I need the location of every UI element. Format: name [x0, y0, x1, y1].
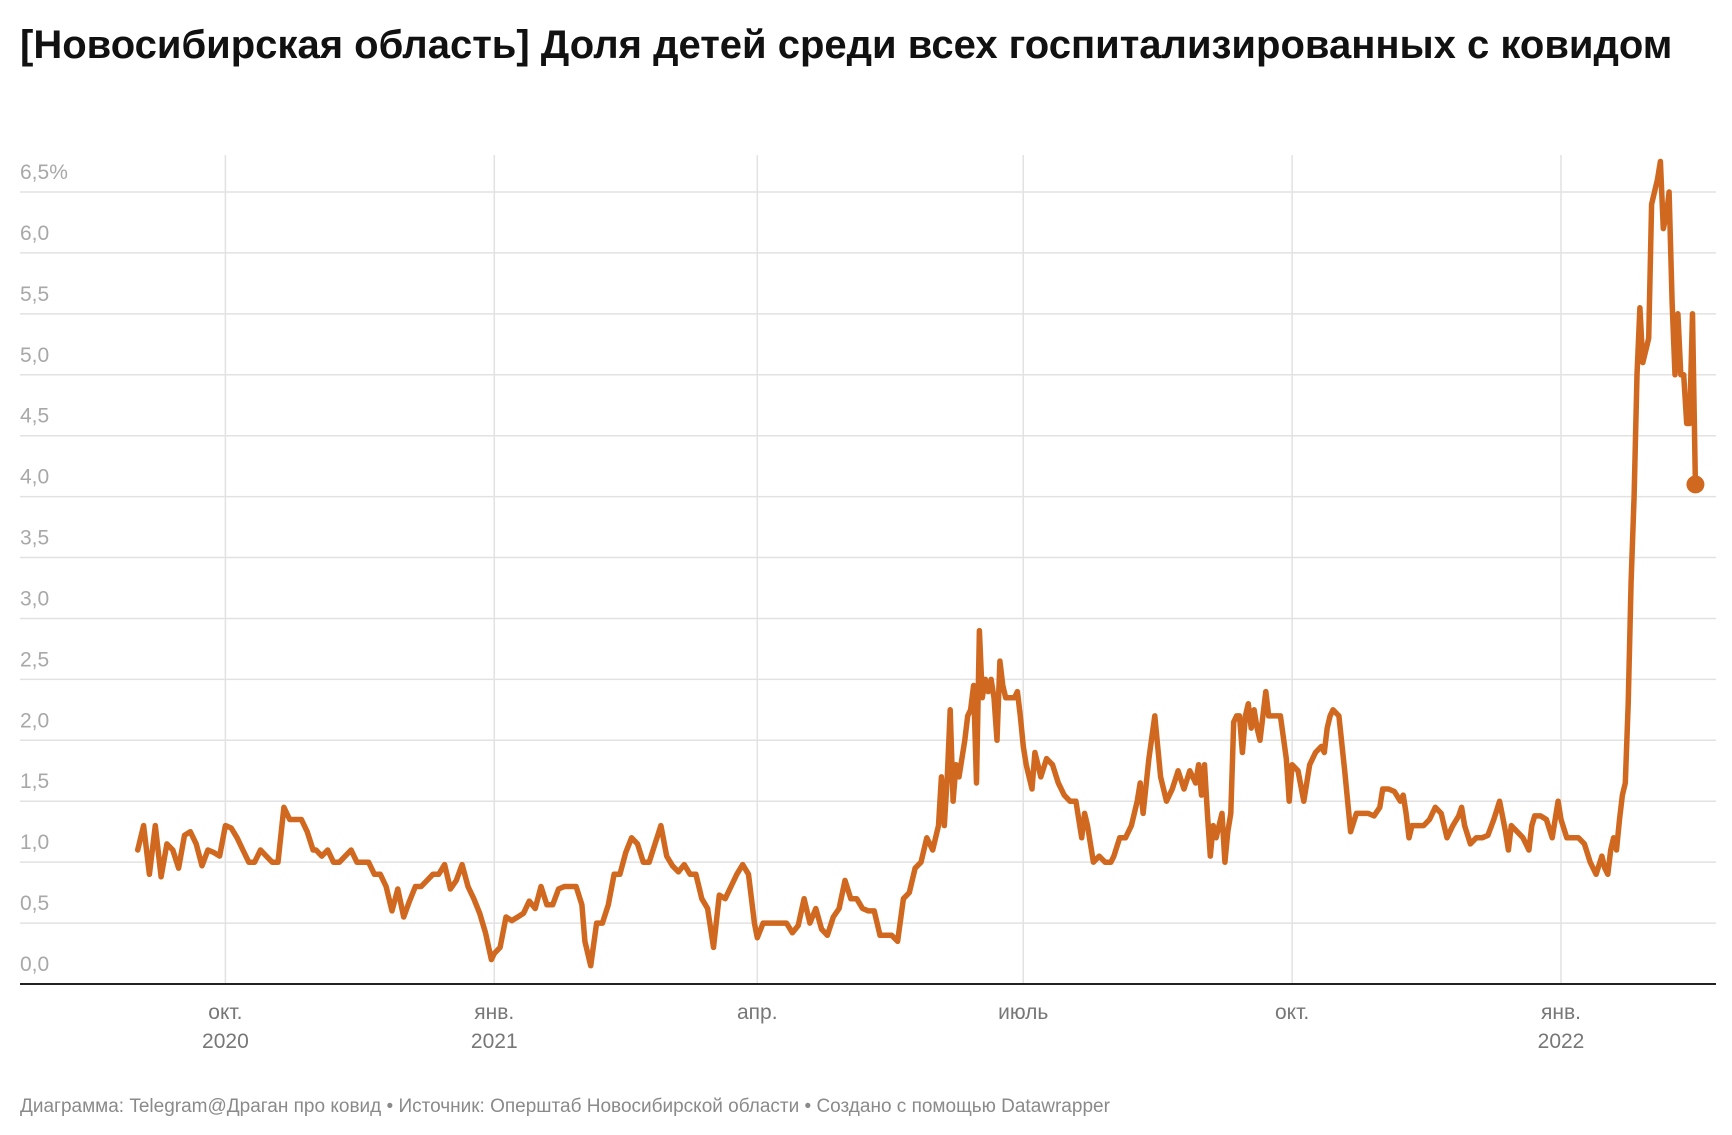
series-line [134, 158, 1699, 969]
x-tick-label: июль [998, 1001, 1048, 1024]
y-gridlines [20, 191, 1716, 924]
x-tick-year-label: 2020 [202, 1030, 249, 1053]
y-tick-label: 6,5% [20, 161, 68, 184]
y-axis-labels: 0,0 0,5 1,0 1,5 2,0 2,5 3,0 3,5 4,0 4,5 5,0 5,5 6,0 6… [20, 161, 68, 976]
series-end-marker [1686, 475, 1705, 494]
chart-title: [Новосибирская область] Доля детей среди… [20, 23, 1673, 67]
y-tick-label: 2,0 [20, 709, 49, 732]
x-tick-label: янв. [474, 1001, 514, 1024]
x-axis-labels: окт. 2020 янв. 2021 апр. июль окт. янв. 2022 [202, 1001, 1584, 1053]
y-tick-label: 5,5 [20, 283, 49, 306]
y-tick-label: 1,0 [20, 831, 49, 854]
chart-footer: Диаграмма: Telegram@Драган про ковид • И… [20, 1096, 1110, 1117]
y-tick-label: 3,5 [20, 527, 49, 550]
y-tick-label: 0,0 [20, 953, 49, 976]
x-tick-label: апр. [737, 1001, 778, 1024]
x-tick-label: окт. [208, 1001, 242, 1024]
y-tick-label: 3,0 [20, 587, 49, 610]
y-tick-label: 4,0 [20, 466, 49, 489]
x-tick-year-label: 2021 [471, 1030, 518, 1053]
x-tick-label: янв. [1541, 1001, 1581, 1024]
y-tick-label: 1,5 [20, 770, 49, 793]
x-tick-year-label: 2022 [1538, 1030, 1585, 1053]
x-tick-label: окт. [1275, 1001, 1309, 1024]
y-tick-label: 0,5 [20, 892, 49, 915]
y-tick-label: 6,0 [20, 222, 49, 245]
y-tick-label: 5,0 [20, 344, 49, 367]
y-tick-label: 2,5 [20, 648, 49, 671]
y-tick-label: 4,5 [20, 405, 49, 428]
x-gridlines [224, 155, 1562, 984]
